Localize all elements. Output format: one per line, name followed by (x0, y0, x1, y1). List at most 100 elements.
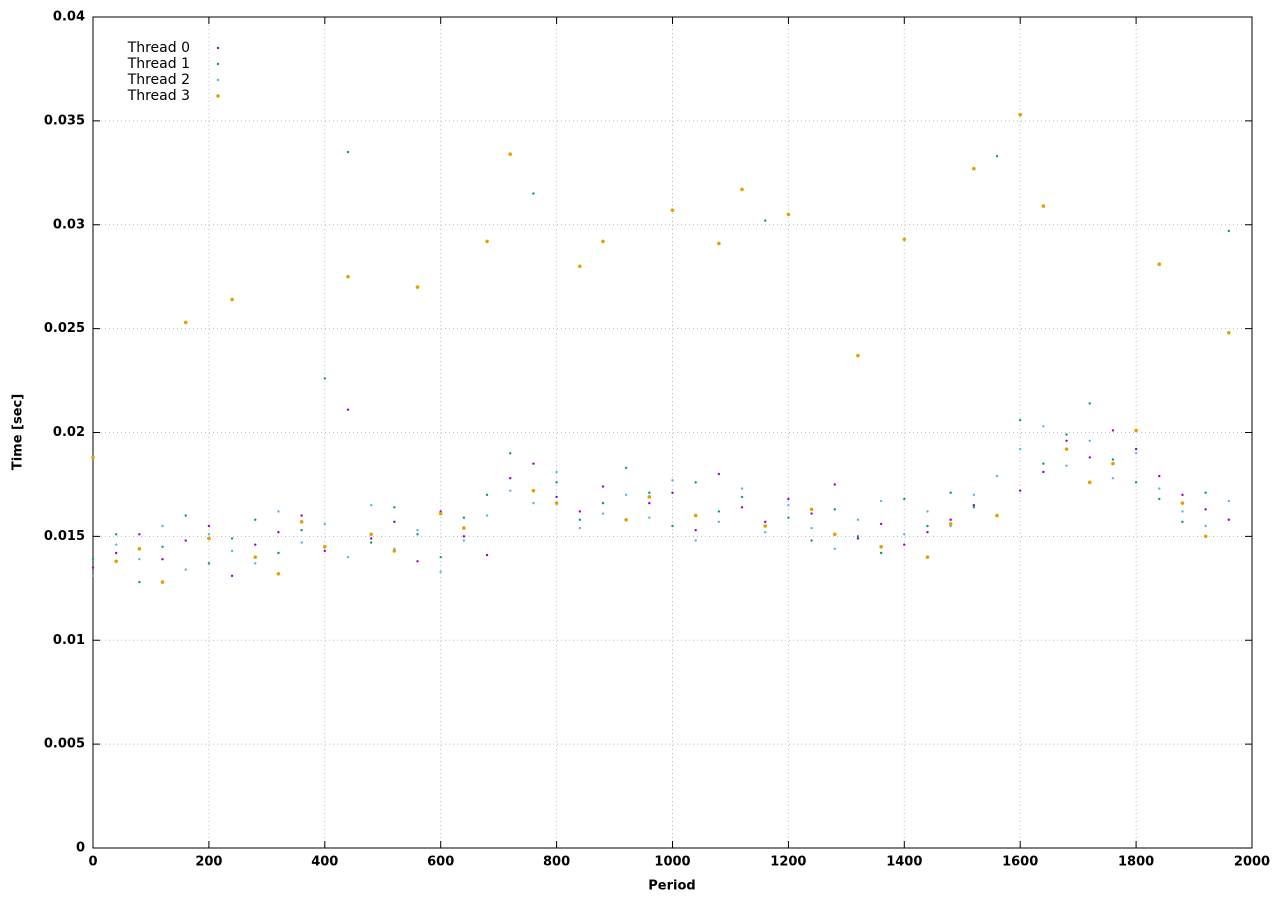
data-point (276, 571, 281, 576)
data-point (439, 570, 442, 573)
data-point (485, 553, 489, 557)
x-tick-label: 1400 (886, 855, 922, 870)
data-point (833, 547, 836, 551)
data-point (114, 559, 118, 564)
data-point (184, 514, 187, 517)
y-tick-label: 0.015 (44, 529, 85, 544)
legend-label: Thread 1 (127, 56, 190, 72)
data-point (91, 455, 95, 460)
data-point (810, 539, 813, 542)
y-tick-label: 0.005 (44, 737, 85, 752)
data-point (1111, 429, 1115, 432)
data-point (254, 543, 257, 546)
data-point (671, 479, 674, 482)
data-point (1134, 452, 1138, 455)
data-point (903, 543, 906, 546)
data-point (509, 452, 512, 455)
data-point (346, 555, 350, 559)
data-point (1227, 499, 1231, 503)
data-point (91, 566, 95, 569)
data-point (415, 285, 420, 289)
data-point (972, 166, 976, 171)
data-point (833, 483, 836, 486)
data-point (114, 551, 118, 555)
data-point (462, 539, 466, 542)
data-point (1158, 487, 1161, 490)
data-point (578, 510, 581, 513)
data-point (949, 518, 952, 521)
data-point (648, 501, 651, 505)
data-point (856, 535, 860, 538)
data-point (810, 512, 813, 515)
data-point (485, 514, 489, 517)
data-point (161, 558, 164, 561)
legend-marker (216, 94, 220, 98)
data-point (184, 539, 187, 542)
y-tick-label: 0.025 (44, 321, 85, 336)
data-point (1111, 477, 1115, 480)
data-point (740, 506, 744, 509)
data-point (1181, 493, 1184, 497)
data-point (740, 495, 744, 499)
data-point (346, 408, 350, 411)
y-tick-label: 0.01 (53, 633, 85, 648)
data-point (1180, 501, 1185, 505)
data-point (230, 297, 234, 302)
data-point (300, 514, 303, 517)
data-point (624, 466, 628, 470)
data-point (879, 499, 883, 503)
data-point (995, 474, 999, 478)
data-point (578, 526, 581, 530)
data-point (787, 504, 790, 507)
data-point (1088, 456, 1091, 459)
data-point (1088, 439, 1091, 443)
data-point (601, 512, 605, 515)
data-point (949, 491, 952, 494)
data-point (207, 533, 211, 536)
data-point (277, 510, 280, 513)
data-point (230, 549, 234, 553)
data-point (926, 531, 929, 534)
data-point (393, 520, 396, 524)
data-point (277, 531, 280, 534)
data-point (1065, 464, 1068, 467)
data-point (323, 377, 326, 380)
legend-label: Thread 3 (127, 88, 190, 104)
data-point (832, 532, 837, 537)
data-point (346, 150, 350, 154)
data-point (1019, 418, 1022, 422)
data-point (694, 528, 697, 532)
data-point (995, 513, 999, 518)
data-point (369, 541, 373, 544)
data-point (509, 489, 512, 492)
data-point (555, 495, 558, 499)
x-tick-label: 1200 (770, 855, 806, 870)
data-point (1203, 534, 1208, 539)
data-point (948, 522, 953, 526)
y-tick-label: 0.035 (44, 113, 85, 128)
data-point (624, 493, 628, 497)
data-point (462, 516, 466, 519)
data-point (1042, 425, 1045, 428)
data-point (253, 555, 258, 559)
plot-border (92, 16, 1253, 849)
data-point (694, 539, 697, 542)
data-point (1042, 462, 1045, 465)
data-point (624, 517, 628, 522)
data-point (160, 580, 165, 584)
data-point (114, 543, 118, 546)
data-point (786, 212, 791, 217)
data-point (462, 535, 466, 538)
data-point (300, 541, 303, 544)
x-tick-label: 1600 (1002, 855, 1038, 870)
data-point (601, 239, 605, 244)
y-tick-label: 0 (76, 841, 85, 856)
data-point (346, 274, 350, 279)
data-point (509, 477, 512, 480)
data-point (1065, 439, 1068, 443)
data-point (161, 545, 164, 548)
x-tick-label: 800 (543, 855, 570, 870)
data-point (926, 510, 929, 513)
data-point (648, 491, 651, 494)
